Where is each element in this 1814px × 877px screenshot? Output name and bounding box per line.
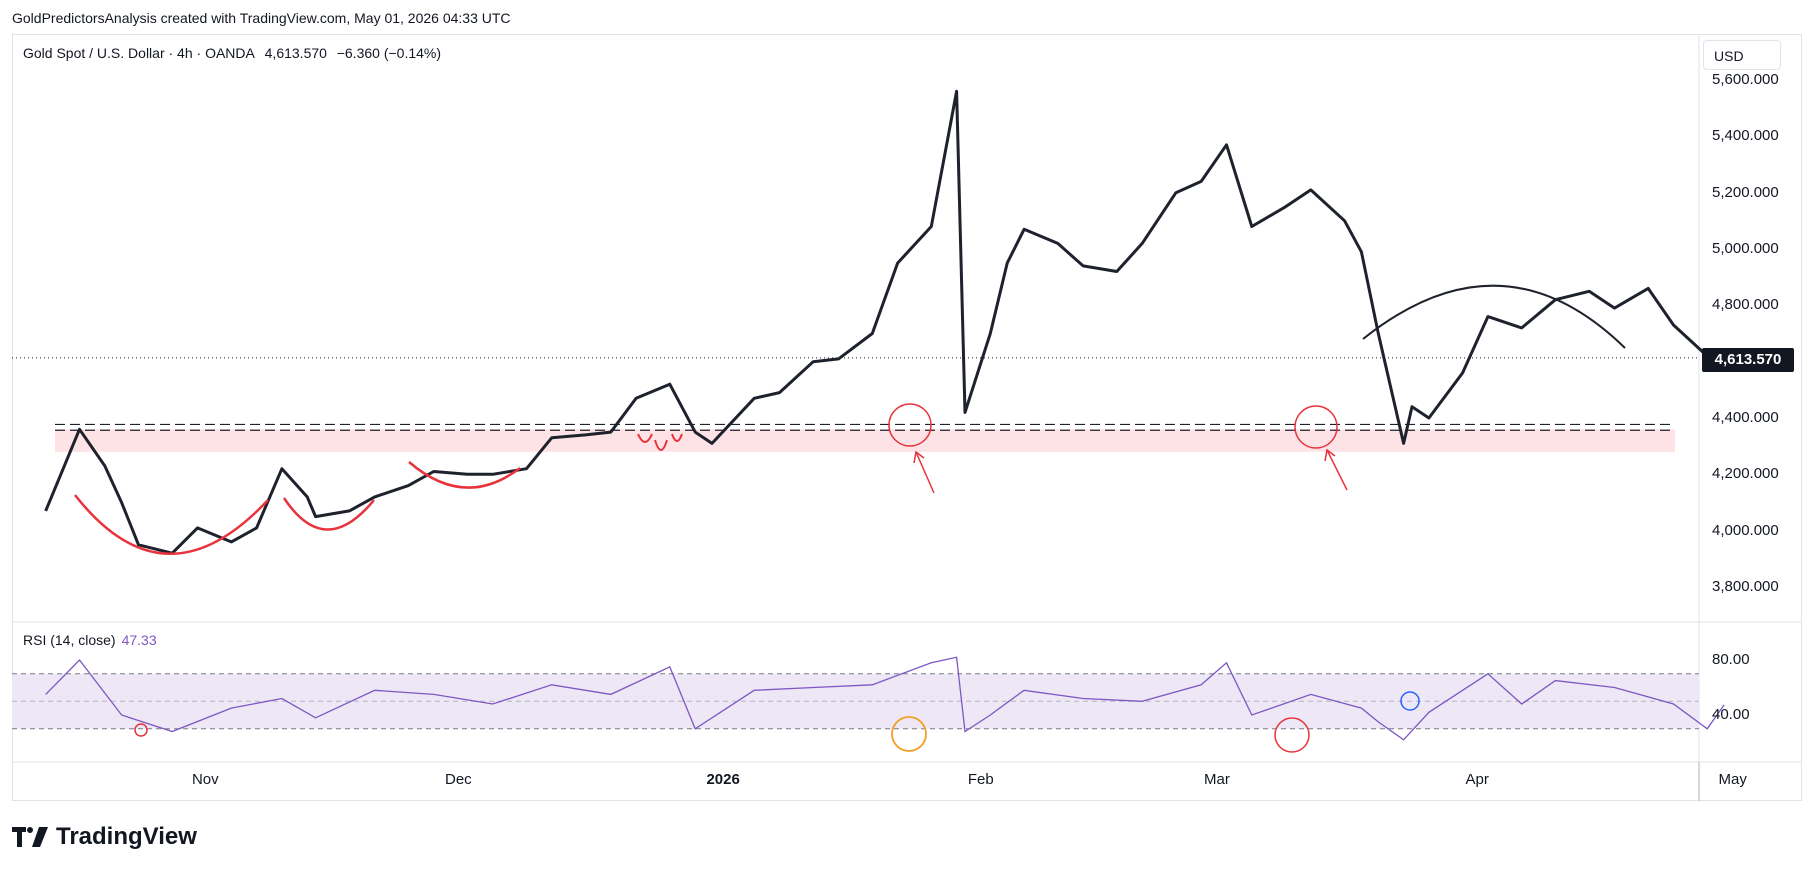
rounded-bottom-arc: [282, 497, 375, 531]
price-tick-label: 5,000.000: [1712, 240, 1779, 257]
retest-circle: [1294, 405, 1338, 449]
price-tick-label: 5,600.000: [1712, 71, 1779, 88]
price-tick-label: 4,800.000: [1712, 296, 1779, 314]
time-tick-label: Nov: [191, 771, 219, 788]
rsi-blue-circle: [1400, 691, 1420, 711]
currency-button[interactable]: USD: [1703, 40, 1781, 70]
rounded-bottom-arc: [408, 461, 521, 489]
price-tick-label: 3,800.000: [1712, 578, 1779, 595]
rounded-bottom-arc: [74, 494, 269, 555]
rsi-oversold-circle: [134, 723, 148, 737]
price-tick-label: 5,200.000: [1712, 183, 1779, 201]
legend-price: 4,613.570: [264, 45, 327, 61]
small-arc: [637, 433, 653, 443]
time-tick-label: Dec: [445, 771, 472, 788]
time-tick-label: Mar: [1204, 771, 1230, 788]
rsi-red-circle: [1274, 717, 1310, 753]
price-tick-label: 4,400.000: [1712, 409, 1779, 426]
rsi-label[interactable]: RSI (14, close): [23, 632, 116, 648]
price-tick-label: 4,000.000: [1712, 521, 1779, 539]
rsi-tick-label: 80.00: [1712, 651, 1750, 668]
price-tick-label: 4,200.000: [1712, 465, 1779, 483]
arrow-annotation: [1324, 448, 1348, 491]
rsi-value: 47.33: [121, 632, 157, 648]
price-tick-label: 5,400.000: [1712, 127, 1779, 145]
time-tick-label: 2026: [706, 771, 740, 788]
support-zone: [55, 429, 1675, 452]
chart-frame: [12, 34, 1802, 801]
rsi-orange-circle: [891, 716, 927, 752]
small-arc: [654, 439, 668, 451]
legend-change: −6.360 (−0.14%): [336, 45, 442, 61]
rsi-legend: RSI (14, close) 47.33: [23, 632, 157, 648]
small-arc: [671, 433, 683, 442]
brand-name: TradingView: [56, 823, 197, 850]
dome-arc: [1362, 284, 1626, 349]
symbol-legend: Gold Spot / U.S. Dollar · 4h · OANDA 4,6…: [23, 45, 443, 61]
retest-circle: [888, 403, 932, 447]
time-tick-label: Apr: [1465, 771, 1489, 788]
attribution-text: GoldPredictorsAnalysis created with Trad…: [12, 10, 511, 26]
time-tick-label: May: [1718, 771, 1747, 788]
last-price-label: 4,613.570: [1702, 348, 1794, 372]
symbol-name[interactable]: Gold Spot / U.S. Dollar · 4h · OANDA: [23, 45, 255, 61]
time-tick-label: Feb: [967, 771, 994, 788]
rsi-tick-label: 40.00: [1712, 706, 1750, 723]
tradingview-logo-icon: [12, 827, 48, 847]
arrow-annotation: [913, 450, 935, 494]
price-series-line: [44, 89, 1725, 555]
tradingview-logo[interactable]: TradingView: [12, 823, 197, 851]
